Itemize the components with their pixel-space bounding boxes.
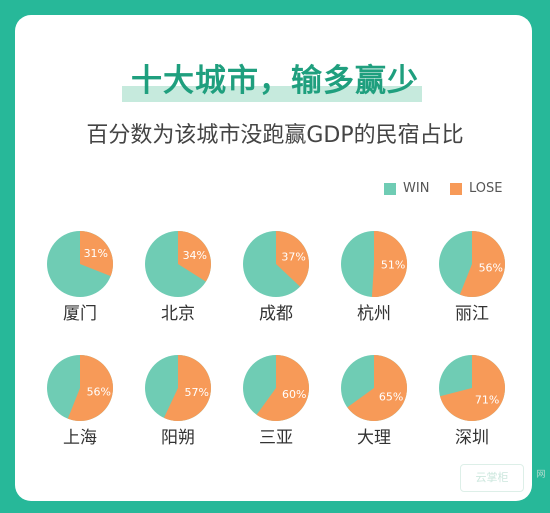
- pie-percent-label: 56%: [479, 262, 503, 275]
- watermark-logo: 云掌柜: [460, 464, 524, 492]
- legend-swatch-lose: [450, 183, 462, 195]
- pie-3: 37% 成都: [243, 230, 310, 324]
- pie-slice-lose: [256, 355, 309, 422]
- pie-percent-label: 56%: [87, 386, 111, 399]
- pie-city-label: 深圳: [455, 428, 489, 448]
- pie-slice-lose: [371, 230, 408, 297]
- legend-label-lose: LOSE: [469, 181, 503, 196]
- pie-2: 34% 北京: [145, 231, 211, 324]
- watermark-side-text: 网: [536, 470, 546, 480]
- pie-slice-lose: [347, 355, 407, 421]
- pie-city-label: 北京: [161, 304, 195, 324]
- pie-5: 56% 丽江: [439, 231, 506, 324]
- pie-percent-label: 51%: [381, 259, 405, 272]
- pie-7: 57% 阳朔: [145, 355, 211, 448]
- pie-city-label: 大理: [357, 428, 391, 448]
- pie-slice-lose: [459, 231, 506, 297]
- pie-8: 60% 三亚: [243, 355, 309, 448]
- pie-city-label: 三亚: [259, 428, 293, 448]
- pie-9: 65% 大理: [341, 355, 407, 448]
- pie-slice-lose: [80, 231, 113, 277]
- chart-subtitle: 百分数为该城市没跑赢GDP的民宿占比: [86, 123, 464, 148]
- pie-city-label: 厦门: [63, 304, 97, 324]
- pie-percent-label: 37%: [281, 250, 305, 263]
- pie-percent-label: 60%: [282, 388, 306, 401]
- pie-6: 56% 上海: [47, 355, 114, 448]
- pie-4: 51% 杭州: [341, 230, 408, 324]
- pie-slice-lose: [67, 355, 114, 421]
- title-highlight: [122, 86, 422, 102]
- pie-percent-label: 57%: [184, 386, 208, 399]
- chart-title: 十大城市，输多赢少: [131, 63, 419, 99]
- pie-slice-lose: [276, 230, 310, 287]
- pie-slice-lose: [163, 355, 211, 421]
- legend-label-win: WIN: [403, 181, 430, 196]
- pie-city-label: 阳朔: [161, 428, 195, 448]
- pie-percent-label: 31%: [84, 247, 108, 260]
- legend-swatch-win: [384, 183, 396, 195]
- pie-city-label: 上海: [63, 428, 97, 448]
- pie-slice-lose: [178, 231, 211, 282]
- pie-percent-label: 34%: [183, 249, 207, 262]
- pie-city-label: 杭州: [357, 304, 391, 324]
- pie-slice-lose: [440, 355, 506, 421]
- pie-percent-label: 71%: [475, 394, 499, 407]
- pie-percent-label: 65%: [379, 391, 403, 404]
- pie-1: 31% 厦门: [47, 231, 113, 324]
- pie-10: 71% 深圳: [439, 355, 506, 448]
- pie-city-label: 成都: [259, 304, 293, 324]
- pie-city-label: 丽江: [455, 304, 489, 324]
